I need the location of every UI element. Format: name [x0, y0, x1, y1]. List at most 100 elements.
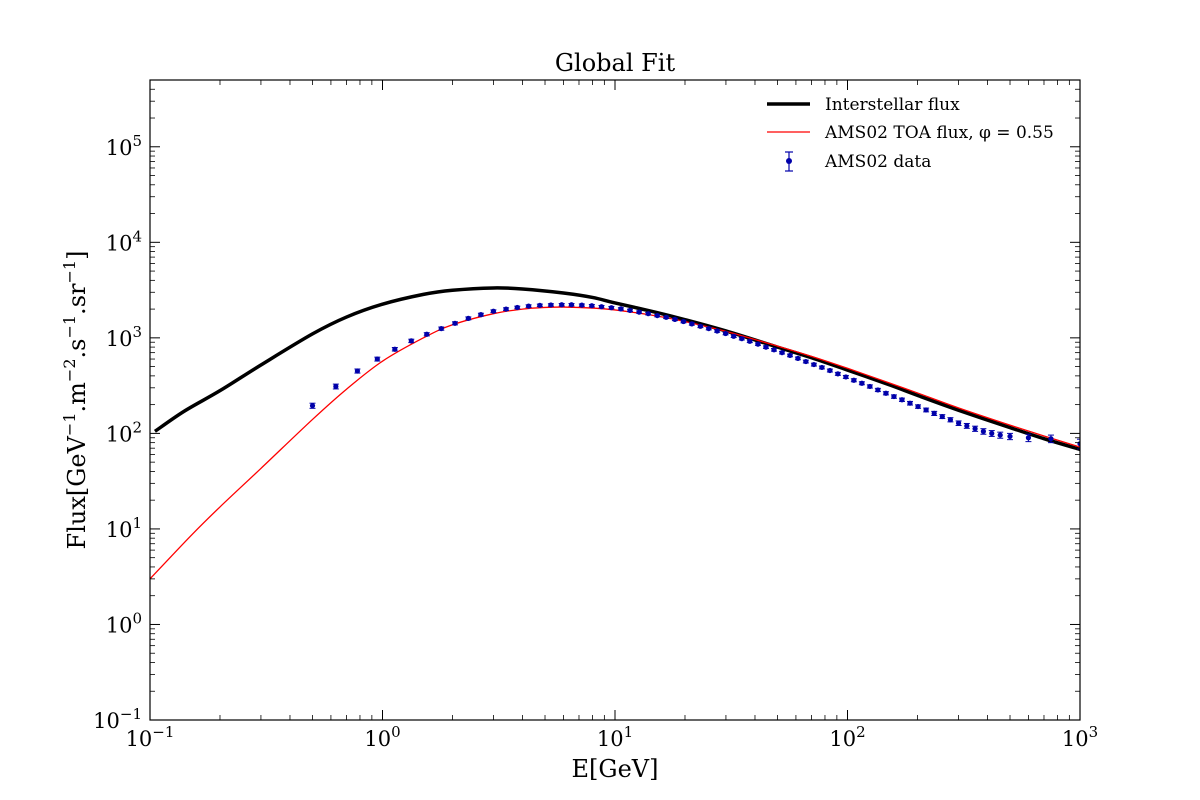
- data-marker: [803, 358, 809, 365]
- data-marker: [939, 413, 945, 420]
- data-marker: [915, 403, 921, 410]
- data-marker: [722, 330, 729, 337]
- ams02-data-point: [626, 307, 633, 313]
- data-marker: [589, 303, 595, 309]
- y-tick-exp: −1: [120, 705, 142, 723]
- y-label-base: Flux[GeV: [63, 435, 91, 549]
- data-marker: [598, 304, 605, 310]
- data-marker: [672, 316, 678, 323]
- y-label-mid3: .sr: [63, 283, 91, 315]
- y-tick-label: 100: [106, 609, 142, 637]
- data-marker: [627, 307, 633, 313]
- data-marker: [980, 428, 986, 434]
- ams02-data-point: [477, 312, 484, 318]
- x-tick-base: 10: [829, 727, 856, 751]
- ams02-data-point: [391, 346, 398, 352]
- data-marker: [548, 302, 554, 308]
- ams02-data-point: [423, 331, 430, 337]
- data-marker: [907, 400, 913, 406]
- y-tick-base: 10: [106, 422, 133, 446]
- legend-label-ams02-data: AMS02 data: [824, 152, 931, 172]
- ams02-data-point: [931, 410, 938, 416]
- ams02-data-point: [858, 380, 865, 386]
- data-marker: [755, 341, 761, 347]
- x-tick-exp: 3: [1089, 723, 1099, 741]
- data-marker: [859, 380, 865, 386]
- ams02-data-point: [578, 302, 585, 308]
- y-tick-exp: 2: [132, 418, 142, 436]
- data-marker: [424, 331, 430, 337]
- y-label-end: ]: [63, 251, 91, 260]
- x-tick-exp: 1: [624, 723, 634, 741]
- ams02-data-point: [558, 302, 565, 308]
- x-tick-label: 10−1: [126, 723, 175, 751]
- data-marker: [835, 371, 841, 377]
- x-tick-base: 10: [597, 727, 624, 751]
- data-marker: [1025, 435, 1032, 441]
- ams02-data-point: [697, 323, 704, 329]
- ams02-data-point: [451, 320, 458, 326]
- ams02-data-point: [438, 325, 445, 332]
- data-marker: [851, 377, 857, 383]
- data-marker: [309, 403, 316, 409]
- plot-frame: [149, 79, 1081, 721]
- y-label-exp2: −2: [60, 358, 79, 382]
- data-marker: [827, 367, 833, 374]
- ams02-data-point: [722, 330, 729, 337]
- ams02-data-point: [688, 321, 695, 327]
- data-marker: [503, 306, 509, 312]
- ams02-data-point: [645, 311, 652, 317]
- data-marker: [714, 328, 720, 334]
- data-marker: [947, 417, 954, 423]
- ams02-data-point: [787, 352, 794, 359]
- data-marker: [478, 312, 484, 318]
- data-marker: [771, 347, 777, 353]
- ams02-data-point: [408, 338, 415, 344]
- ams02-data-point: [636, 309, 643, 315]
- data-marker: [645, 311, 651, 317]
- data-marker: [689, 321, 695, 327]
- data-marker: [819, 364, 825, 371]
- ams02-data-point: [354, 368, 361, 374]
- ticks-layer: [149, 79, 1081, 721]
- data-marker: [931, 410, 937, 416]
- data-marker: [374, 356, 380, 362]
- data-marker: [392, 346, 398, 352]
- chart-title: Global Fit: [555, 49, 676, 77]
- data-marker: [608, 305, 615, 311]
- legend-swatch-ams02-data: [785, 151, 793, 172]
- ams02-data-point: [997, 431, 1004, 439]
- legend-label-toa: AMS02 TOA flux, φ = 0.55: [824, 123, 1054, 143]
- ams02-data-point: [547, 302, 554, 308]
- y-tick-exp: 3: [132, 323, 142, 341]
- x-tick-exp: −1: [152, 723, 174, 741]
- data-marker: [663, 314, 669, 320]
- ams02-data-point: [947, 417, 954, 423]
- data-marker: [899, 397, 905, 403]
- x-tick-label: 101: [597, 723, 633, 751]
- x-tick-exp: 2: [856, 723, 866, 741]
- ams02-data-point: [746, 338, 753, 344]
- legend: Interstellar flux AMS02 TOA flux, φ = 0.…: [767, 95, 1054, 172]
- data-marker: [706, 325, 712, 332]
- data-marker: [747, 338, 753, 344]
- y-tick-exp: 5: [132, 132, 142, 150]
- data-marker: [1048, 436, 1054, 442]
- ams02-data-point: [465, 315, 472, 321]
- ams02-data-point: [730, 333, 737, 339]
- data-marker: [875, 387, 881, 393]
- ams02-data-point: [754, 341, 761, 347]
- ams02-data-point: [525, 303, 532, 309]
- ams02-data-point: [955, 420, 962, 426]
- ams02-data-point: [915, 403, 922, 410]
- ams02-data-point: [738, 336, 745, 342]
- ams02-data-point: [663, 314, 670, 320]
- ams02-data-point: [503, 306, 510, 312]
- ams02-data-point: [1047, 434, 1054, 444]
- y-tick-exp: 4: [132, 227, 142, 245]
- data-marker: [739, 336, 745, 342]
- ams02-data-point: [802, 358, 809, 365]
- data-marker: [408, 338, 414, 344]
